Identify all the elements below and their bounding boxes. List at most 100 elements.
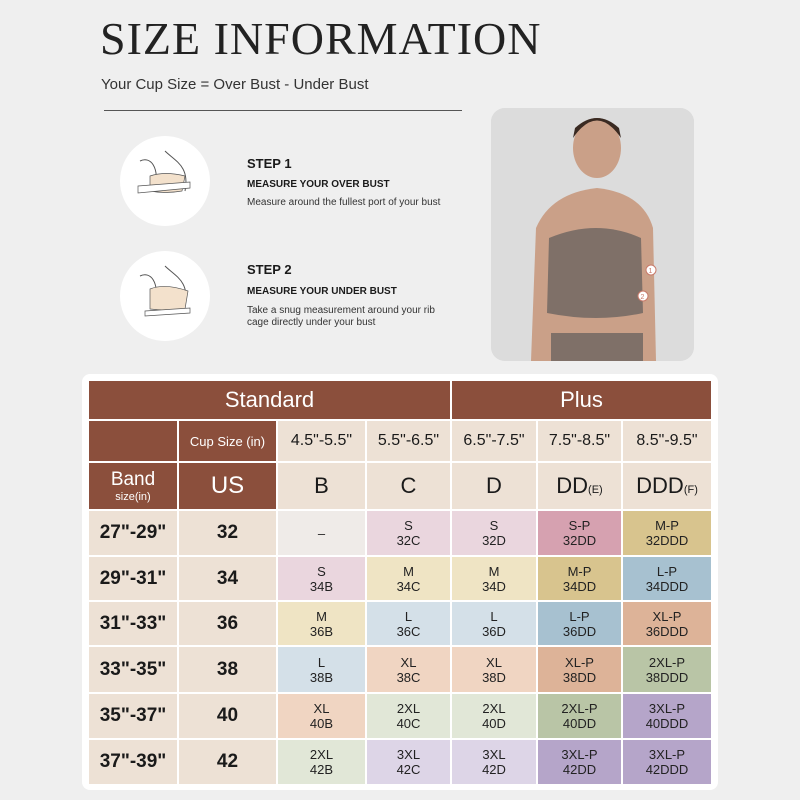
size-label: 2XL-P <box>561 701 598 716</box>
size-label: XL <box>486 654 502 670</box>
size-label: L <box>404 608 413 624</box>
us-band-size: 42 <box>178 739 277 785</box>
cup-letter: DDD <box>636 473 684 498</box>
size-label: M <box>316 608 327 624</box>
size-cell: 3XL 42D <box>451 739 537 785</box>
us-band-size: 32 <box>178 510 277 556</box>
step-1-title: STEP 1 <box>247 156 292 171</box>
bra-size-code: 36DD <box>562 623 597 639</box>
step-2-heading: MEASURE YOUR UNDER BUST <box>247 286 397 297</box>
band-range: 37"-39" <box>88 739 178 785</box>
size-label: 2XL <box>396 701 421 716</box>
size-label: S-P <box>568 518 591 533</box>
range-c: 5.5"-6.5" <box>366 420 451 462</box>
bra-size-code: 40C <box>396 716 421 731</box>
size-cell: 2XL-P 38DDD <box>622 646 712 693</box>
cup-letter: DD <box>556 473 589 498</box>
bra-size-code: 40D <box>482 716 506 731</box>
size-cell: S 32D <box>451 510 537 556</box>
band-text: Band <box>110 469 156 490</box>
bra-size-code: 34B <box>309 578 334 594</box>
step-1-heading: MEASURE YOUR OVER BUST <box>247 179 390 190</box>
size-cell: 2XL-P 40DD <box>537 693 622 739</box>
size-cell: M 36B <box>277 601 366 646</box>
cup-size-formula: Your Cup Size = Over Bust - Under Bust <box>101 76 369 93</box>
bra-size-code: 38DDD <box>645 669 689 685</box>
size-label: 3XL-P <box>561 747 598 762</box>
cup-d: D <box>451 462 537 510</box>
size-label: – <box>317 525 326 541</box>
bra-size-code: 36D <box>482 623 506 639</box>
cup-alt: (F) <box>683 484 698 496</box>
size-cell: 3XL 42C <box>366 739 451 785</box>
size-label: L <box>490 608 498 624</box>
size-label: 3XL <box>396 747 421 762</box>
range-ddd: 8.5"-9.5" <box>622 420 712 462</box>
bra-size-code: 38C <box>396 669 421 685</box>
bra-size-code: 36B <box>309 623 334 639</box>
bra-size-code: 42D <box>482 762 506 777</box>
cup-alt: (E) <box>588 484 603 496</box>
step-2-title: STEP 2 <box>247 262 292 277</box>
us-band-size: 40 <box>178 693 277 739</box>
marker-2: 2 <box>641 294 645 301</box>
size-label: M <box>403 563 414 579</box>
bra-size-code: 34DDD <box>645 578 689 594</box>
size-cell: L 36D <box>451 601 537 646</box>
size-label: 2XL-P <box>648 654 686 670</box>
bra-size-code: 34DD <box>562 578 597 594</box>
cup-dd: DD (E) <box>537 462 622 510</box>
size-cell: L-P 34DDD <box>622 556 712 601</box>
plus-header: Plus <box>451 380 712 420</box>
us-label: US <box>178 462 277 510</box>
band-range: 29"-31" <box>88 556 178 601</box>
size-cell: M-P 34DD <box>537 556 622 601</box>
bra-size-code: 40DDD <box>645 716 689 731</box>
size-label: L-P <box>656 563 678 579</box>
size-cell: – <box>277 510 366 556</box>
size-label: 3XL <box>482 747 506 762</box>
size-chart-table: Standard Plus Cup Size (in) 4.5"-5.5" 5.… <box>82 374 718 790</box>
band-range: 27"-29" <box>88 510 178 556</box>
bra-size-code: 34D <box>482 578 506 594</box>
bra-size-code: 38D <box>482 669 506 685</box>
bra-size-code: 42C <box>396 762 421 777</box>
size-label: S <box>404 518 413 533</box>
size-label: M-P <box>567 563 592 579</box>
range-d: 6.5"-7.5" <box>451 420 537 462</box>
size-cell: L-P 36DD <box>537 601 622 646</box>
size-cell: L 36C <box>366 601 451 646</box>
under-bust-illustration <box>120 251 210 341</box>
standard-header: Standard <box>88 380 451 420</box>
size-cell: 2XL 42B <box>277 739 366 785</box>
band-label: Band size(in) <box>88 462 178 510</box>
size-cell: XL 40B <box>277 693 366 739</box>
step-1-desc: Measure around the fullest port of your … <box>247 197 441 208</box>
size-cell: XL-P 36DDD <box>622 601 712 646</box>
band-sub: size(in) <box>115 491 151 503</box>
marker-1: 1 <box>649 268 653 275</box>
size-cell: S-P 32DD <box>537 510 622 556</box>
over-bust-illustration <box>120 136 210 226</box>
step-2-desc: Take a snug measurement around your rib … <box>247 305 435 328</box>
size-cell: M 34D <box>451 556 537 601</box>
cup-c: C <box>366 462 451 510</box>
band-range: 33"-35" <box>88 646 178 693</box>
size-label: 3XL-P <box>648 747 686 762</box>
bra-size-code: 42DDD <box>645 762 689 777</box>
size-cell: S 32C <box>366 510 451 556</box>
bra-size-code: 40DD <box>562 716 597 731</box>
us-band-size: 34 <box>178 556 277 601</box>
size-cell: 3XL-P 42DD <box>537 739 622 785</box>
cup-letter: D <box>486 473 502 498</box>
size-label: XL-P <box>652 608 682 624</box>
size-label: M <box>488 563 500 579</box>
range-b: 4.5"-5.5" <box>277 420 366 462</box>
size-cell: 3XL-P 40DDD <box>622 693 712 739</box>
range-dd: 7.5"-8.5" <box>537 420 622 462</box>
bra-size-code: 32C <box>396 533 421 548</box>
size-label: L <box>317 654 326 670</box>
model-photo: 1 2 <box>491 108 694 361</box>
size-label: S <box>317 563 326 579</box>
bra-size-code: 32D <box>482 533 506 548</box>
